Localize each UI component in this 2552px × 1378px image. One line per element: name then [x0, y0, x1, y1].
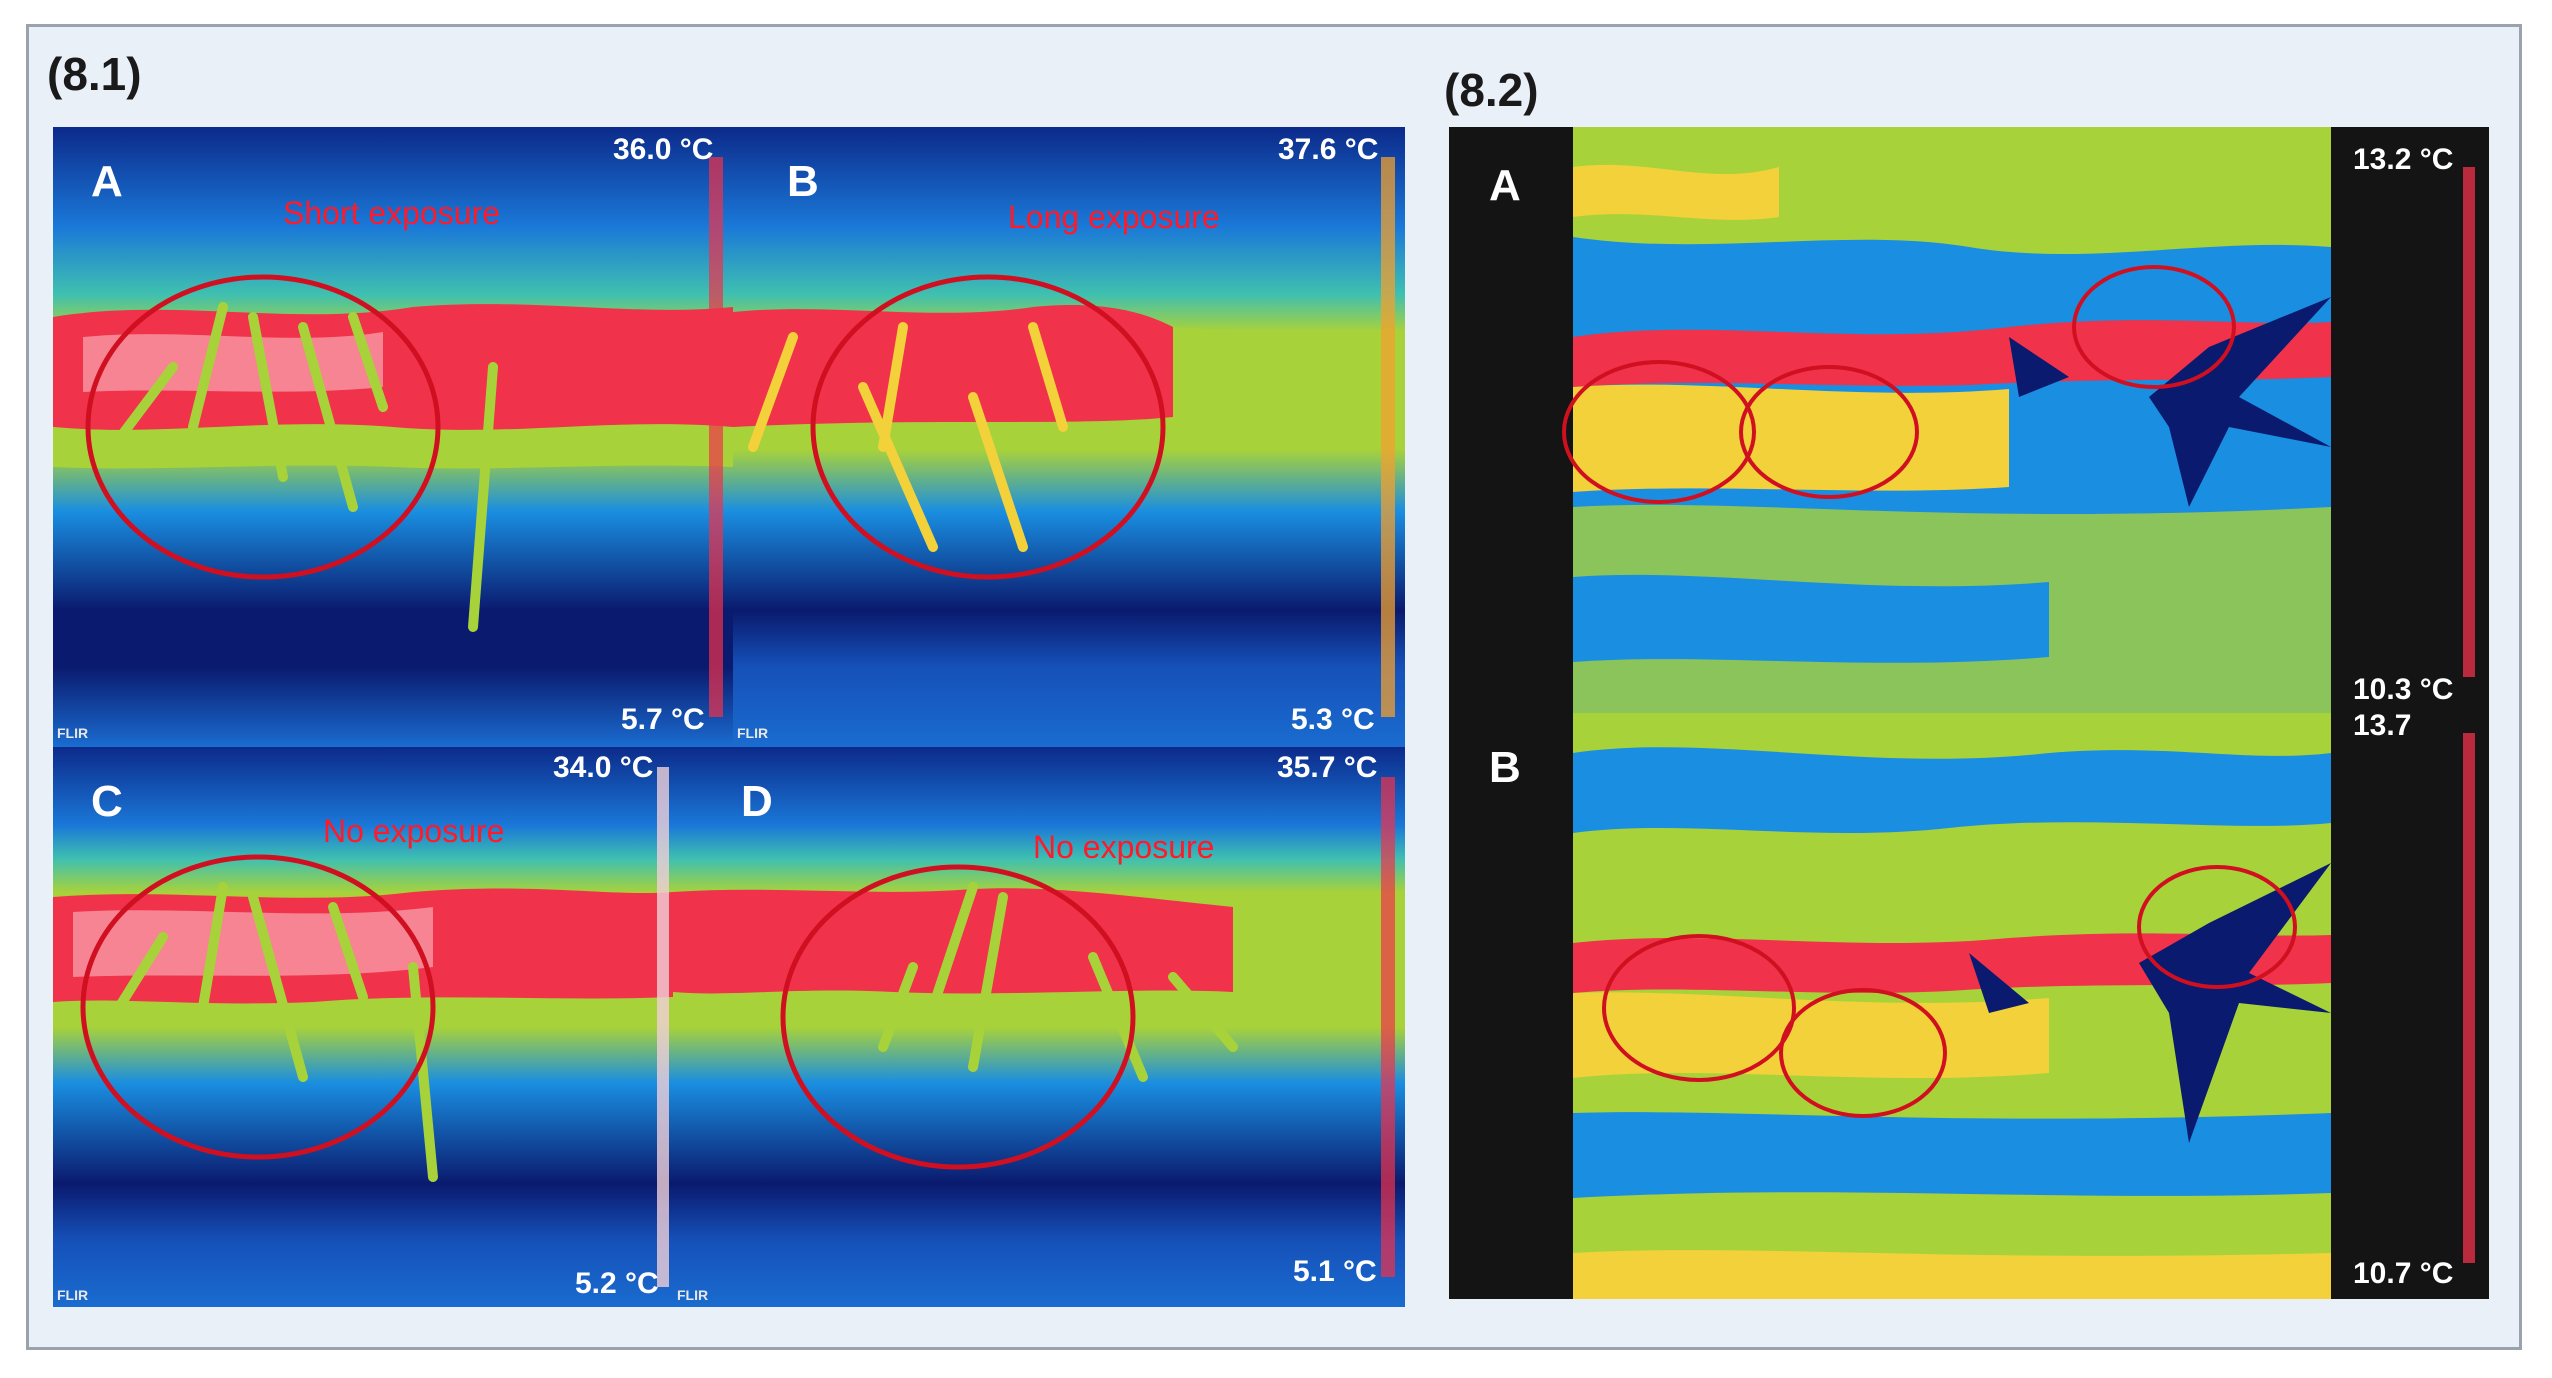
thermal-image-8-1-a: A Short exposure 36.0 °C 5.7 °C FLIR [53, 127, 733, 747]
min-temp-label: 5.3 °C [1291, 703, 1375, 736]
thermal-image-8-1-b: B Long exposure 37.6 °C 5.3 °C FLIR [733, 127, 1405, 747]
min-temp-label: 5.1 °C [1293, 1255, 1377, 1288]
exposure-label: No exposure [1033, 829, 1215, 865]
thermal-image-8-2-b: B 13.7 10.7 °C [1449, 713, 2489, 1299]
max-temp-label: 35.7 °C [1277, 751, 1378, 784]
panel-letter: A [91, 157, 123, 206]
max-temp-label: 34.0 °C [553, 751, 654, 784]
exposure-label: Long exposure [1008, 199, 1220, 235]
panel-letter: A [1489, 161, 1521, 210]
min-temp-label: 10.7 °C [2353, 1257, 2454, 1290]
section-label-8-1: (8.1) [47, 48, 142, 100]
panel-letter: B [1489, 743, 1521, 792]
figure-frame: (8.1) (8.2) [26, 24, 2522, 1350]
min-temp-label: 5.7 °C [621, 703, 705, 736]
thermal-image-8-1-d: D No exposure 35.7 °C 5.1 °C FLIR [673, 747, 1405, 1307]
exposure-label: Short exposure [283, 195, 501, 231]
thermal-image-8-1-c: C No exposure 34.0 °C 5.2 °C FLIR [53, 747, 673, 1307]
min-temp-label: 5.2 °C [575, 1267, 659, 1300]
max-temp-label: 13.2 °C [2353, 143, 2454, 176]
thermal-image-8-2-a: A 13.2 °C 10.3 °C [1449, 127, 2489, 713]
flir-watermark: FLIR [677, 1287, 709, 1303]
flir-watermark: FLIR [57, 1287, 89, 1303]
section-label-8-2: (8.2) [1444, 64, 1539, 116]
max-temp-label: 36.0 °C [613, 133, 714, 166]
panel-letter: C [91, 777, 123, 826]
panel-letter: D [741, 777, 773, 826]
panel-letter: B [787, 157, 819, 206]
max-temp-label: 13.7 [2353, 713, 2412, 742]
flir-watermark: FLIR [57, 725, 89, 741]
max-temp-label: 37.6 °C [1278, 133, 1379, 166]
exposure-label: No exposure [323, 813, 505, 849]
min-temp-label: 10.3 °C [2353, 673, 2454, 706]
flir-watermark: FLIR [737, 725, 769, 741]
